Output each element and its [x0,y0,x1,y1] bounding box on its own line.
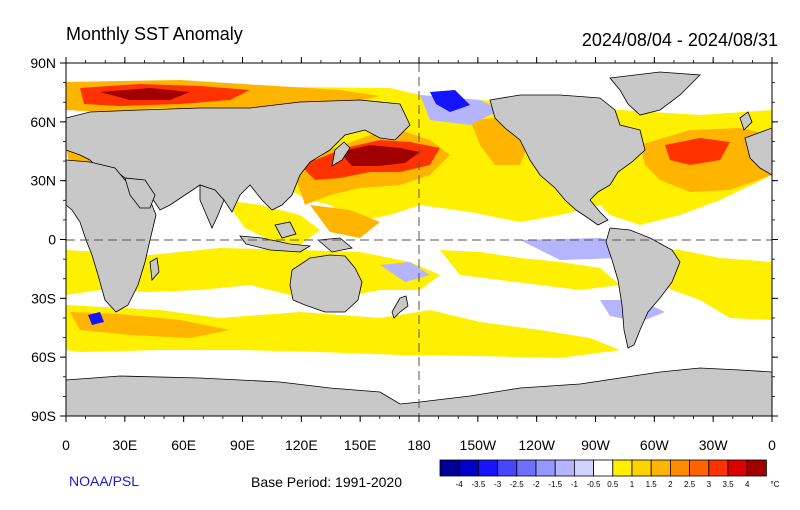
lon-tick-label: 60E [171,437,196,453]
lon-tick-label: 90E [230,437,255,453]
land-madagascar [149,257,160,281]
anomaly-4-plus [100,88,420,166]
date-range: 2024/08/04 - 2024/08/31 [581,30,778,50]
land-south-america [605,227,681,349]
land-borneo [274,221,297,239]
colorbar-box [746,459,767,477]
colorbar-tick-label: -1.5 [548,480,562,489]
lat-tick-label: 30N [30,173,56,189]
colorbar-tick-label: -4 [456,480,464,489]
land-north-america [489,94,646,226]
colorbar-tick-label: -0.5 [587,480,601,489]
land-australia [289,254,363,313]
land-greenland [609,71,701,116]
colorbar-box [689,459,710,477]
lat-tick-label: 60S [31,349,56,365]
land-new-zealand [391,295,409,319]
lat-tick-label: 90N [30,55,56,71]
land-arabia [124,177,156,209]
lon-tick-label: 0 [768,437,776,453]
lat-tick-label: 90S [31,408,56,424]
land-indonesia [239,235,312,253]
lon-tick-label: 180 [407,437,431,453]
colorbar-tick-label: -2.5 [510,480,524,489]
colorbar-tick-label: 1.5 [646,480,658,489]
colorbar-tick-label: -3.5 [472,480,486,489]
lon-tick-label: 120E [285,437,318,453]
axis-ticks: 90N 60N 30N 0 30S 60S 90S 0 30E 60E 90E 120E 150E 180… [30,55,778,453]
lon-tick-label: 30E [112,437,137,453]
lon-tick-label: 120W [518,437,555,453]
colorbar-box [439,459,460,477]
colorbar-box [593,459,614,477]
colorbar-box [516,459,537,477]
land-india [199,184,225,229]
colorbar-tick-label: 3 [707,480,712,489]
colorbar-box [554,459,575,477]
credit-label: NOAA/PSL [69,473,140,489]
chart-title: Monthly SST Anomaly [66,24,243,44]
colorbar-box [535,459,556,477]
lon-tick-label: 90W [581,437,611,453]
colorbar-unit: °C [770,480,779,489]
colorbar-tick-label: -1 [571,480,579,489]
lat-tick-label: 0 [48,232,56,248]
colorbar-box [669,459,690,477]
colorbar-box [573,459,594,477]
colorbar-box [458,459,479,477]
colorbar-tick-label: -2 [532,480,540,489]
colorbar-tick-label: 0.5 [607,480,619,489]
colorbar-box [727,459,748,477]
colorbar-tick-label: 2.5 [684,480,696,489]
land-antarctica [66,367,772,416]
colorbar-tick-label: 3.5 [722,480,734,489]
colorbar-box [631,459,652,477]
land-japan [331,141,351,167]
lon-tick-label: 30W [699,437,729,453]
colorbar-tick-label: 2 [668,480,673,489]
colorbar-tick-label: -3 [494,480,502,489]
land-iberia-wrap [744,127,772,176]
base-period-label: Base Period: 1991-2020 [251,474,402,490]
land-new-guinea [317,237,353,253]
colorbar-box [708,459,729,477]
lat-tick-label: 60N [30,114,56,130]
colorbar: -4 -3.5 -3 -2.5 -2 -1.5 -1 -0.5 0.5 1 1.5 2 2.5 3 3.5 4… [439,459,780,489]
lon-tick-label: 60W [640,437,670,453]
colorbar-labels: -4 -3.5 -3 -2.5 -2 -1.5 -1 -0.5 0.5 1 1.5 2 2.5 3 3.5 4… [456,480,780,489]
land [66,71,772,416]
colorbar-box [612,459,633,477]
lon-tick-label: 150W [460,437,497,453]
colorbar-tick-label: 1 [630,480,635,489]
colorbar-boxes [439,459,767,477]
lat-tick-label: 30S [31,290,56,306]
land-europe-uk [739,111,753,131]
colorbar-box [497,459,518,477]
colorbar-tick-label: 4 [745,480,750,489]
colorbar-box [650,459,671,477]
lon-tick-label: 150E [344,437,377,453]
colorbar-box [478,459,499,477]
lon-tick-label: 0 [62,437,70,453]
